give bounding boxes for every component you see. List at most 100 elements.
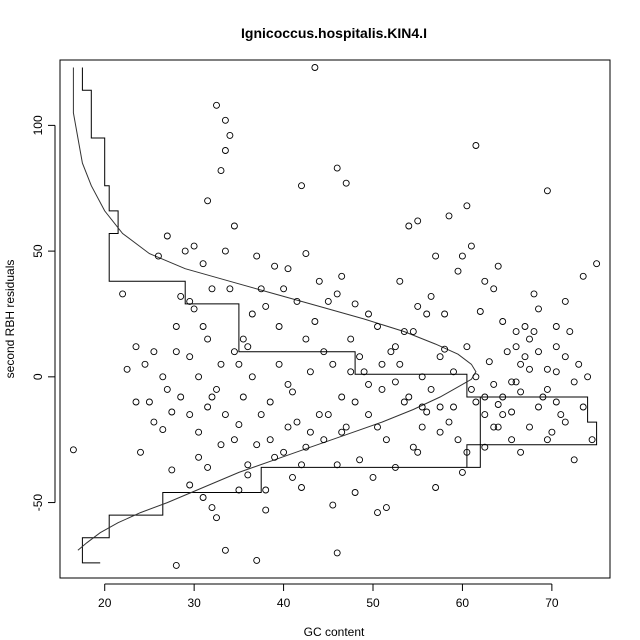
data-point — [552, 343, 560, 351]
data-point — [432, 252, 440, 260]
data-point — [508, 378, 516, 386]
data-point — [454, 436, 462, 444]
data-point — [221, 411, 229, 419]
data-point — [418, 373, 426, 381]
data-point — [190, 305, 198, 313]
data-point — [593, 260, 601, 268]
data-point — [543, 436, 551, 444]
data-point — [217, 441, 225, 449]
data-point — [244, 461, 252, 469]
data-point — [239, 393, 247, 401]
data-point — [521, 323, 529, 330]
data-point — [374, 423, 381, 431]
data-point — [463, 202, 471, 210]
data-point — [494, 401, 502, 408]
data-point — [306, 428, 314, 436]
data-point — [467, 385, 475, 393]
data-point — [213, 385, 220, 393]
data-point — [378, 385, 386, 393]
data-point — [132, 343, 140, 351]
data-point — [311, 64, 319, 71]
data-point — [315, 411, 323, 419]
data-point — [333, 290, 341, 298]
data-point — [338, 393, 346, 401]
data-point — [324, 297, 332, 305]
data-point — [521, 353, 529, 361]
data-point — [396, 277, 404, 285]
data-point — [145, 398, 153, 406]
data-point — [512, 378, 520, 386]
y-tick-label: 0 — [31, 373, 45, 380]
data-point — [530, 328, 538, 336]
data-point — [476, 308, 484, 315]
data-point — [494, 262, 502, 270]
data-point — [248, 310, 256, 318]
data-point — [472, 373, 480, 381]
data-point — [584, 373, 592, 381]
data-point — [172, 561, 180, 569]
data-point — [458, 252, 466, 260]
data-point — [543, 187, 551, 195]
data-point — [137, 448, 144, 456]
data-point — [445, 418, 453, 426]
data-point — [517, 388, 525, 396]
x-tick-label: 70 — [545, 596, 559, 610]
data-point — [463, 448, 471, 456]
data-point — [154, 252, 162, 260]
data-point — [450, 403, 457, 411]
data-point — [387, 348, 395, 356]
data-point — [208, 285, 216, 293]
data-point — [450, 368, 457, 376]
data-point — [289, 473, 296, 481]
data-point — [423, 310, 431, 318]
x-tick-label: 40 — [277, 596, 291, 610]
data-point — [539, 393, 547, 401]
data-point — [342, 179, 350, 187]
data-point — [588, 436, 596, 444]
data-point — [329, 360, 337, 368]
data-point — [512, 328, 520, 336]
data-point — [186, 481, 194, 489]
data-point — [472, 142, 480, 149]
data-point — [396, 360, 404, 368]
data-point — [561, 418, 569, 426]
data-point — [454, 267, 462, 275]
data-point — [526, 365, 533, 373]
data-point — [436, 353, 444, 361]
data-point — [324, 411, 332, 419]
data-point — [280, 285, 288, 293]
data-point — [535, 403, 542, 411]
data-point — [494, 423, 502, 431]
data-point — [123, 365, 131, 373]
data-point — [284, 265, 292, 273]
data-point — [400, 398, 408, 406]
data-point — [414, 217, 422, 225]
data-point — [257, 411, 265, 419]
data-point — [320, 436, 328, 444]
data-point — [69, 446, 77, 454]
data-point — [535, 305, 542, 313]
data-point — [557, 411, 565, 419]
data-point — [239, 335, 247, 343]
data-point — [418, 403, 426, 411]
data-point — [360, 368, 368, 376]
data-point — [333, 164, 341, 172]
data-point — [204, 403, 212, 411]
data-point — [168, 408, 176, 416]
data-point — [266, 398, 274, 406]
data-point — [356, 456, 364, 464]
data-point — [329, 501, 337, 509]
data-point — [561, 353, 569, 361]
data-point — [195, 428, 203, 436]
data-point — [570, 378, 578, 386]
data-point — [347, 335, 355, 343]
data-point — [262, 486, 270, 494]
data-point — [253, 252, 261, 260]
data-point — [271, 453, 279, 461]
data-point — [441, 345, 449, 353]
data-point — [365, 411, 372, 419]
data-point — [530, 290, 538, 298]
data-point — [293, 297, 301, 305]
data-point — [342, 423, 350, 431]
data-point — [235, 421, 243, 429]
